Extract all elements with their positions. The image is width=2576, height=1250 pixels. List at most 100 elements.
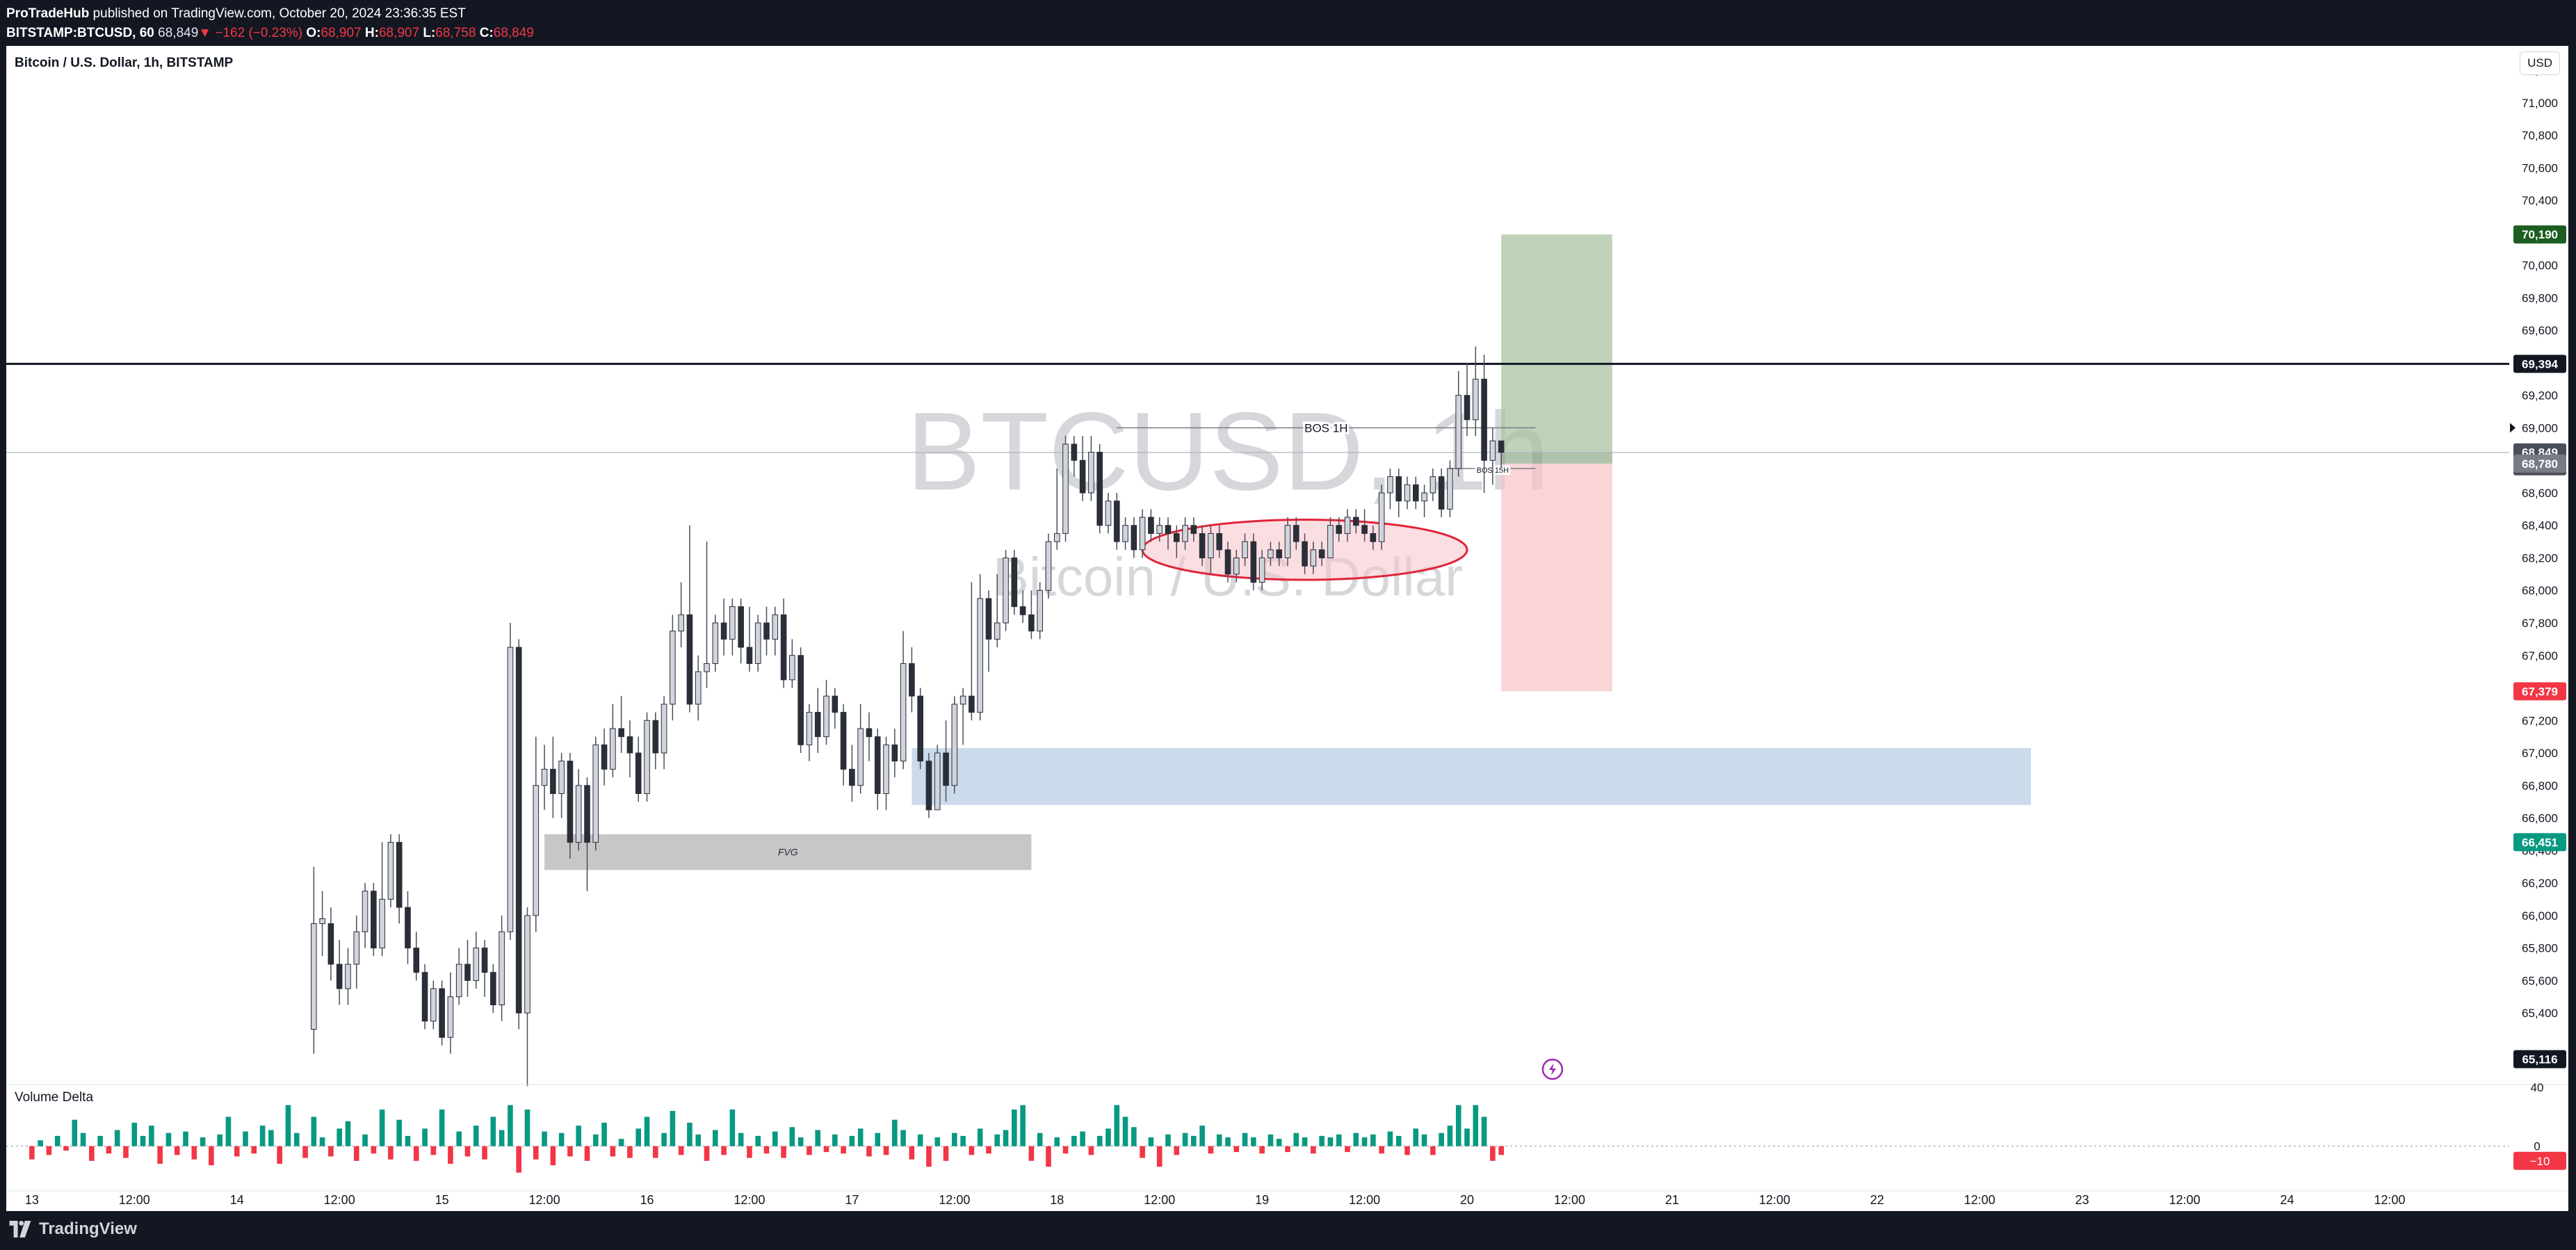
candle bbox=[772, 614, 779, 640]
volume-delta-bar bbox=[627, 1146, 633, 1158]
candle bbox=[780, 614, 787, 681]
candle bbox=[1429, 476, 1436, 494]
candle bbox=[1404, 484, 1411, 502]
volume-delta-bar bbox=[926, 1146, 932, 1167]
tradingview-logo[interactable]: TradingView bbox=[8, 1219, 137, 1239]
volume-delta-bar bbox=[712, 1130, 718, 1146]
volume-delta-bar bbox=[1105, 1128, 1111, 1146]
volume-delta-bar bbox=[994, 1134, 1001, 1146]
publication-header: ProTradeHub published on TradingView.com… bbox=[0, 0, 2576, 44]
volume-delta-bar bbox=[986, 1146, 991, 1154]
open-value: 68,907 bbox=[321, 26, 362, 40]
candle bbox=[874, 736, 881, 794]
volume-delta-bar bbox=[807, 1146, 812, 1155]
volume-delta-bar bbox=[866, 1146, 872, 1157]
tradingview-logo-icon bbox=[9, 1221, 31, 1237]
volume-delta-bar bbox=[277, 1146, 282, 1164]
time-axis-tick: 16 bbox=[640, 1193, 654, 1207]
volume-delta-bar bbox=[38, 1140, 43, 1146]
candle bbox=[1139, 517, 1146, 551]
candle bbox=[541, 768, 548, 786]
candle bbox=[1037, 590, 1043, 632]
down-triangle-icon: ▼ bbox=[198, 26, 212, 40]
candle bbox=[994, 622, 1001, 640]
candle bbox=[575, 785, 582, 843]
time-axis-tick: 24 bbox=[2281, 1193, 2294, 1207]
candle bbox=[550, 768, 556, 794]
price-axis-tick: 67,200 bbox=[2522, 714, 2558, 727]
volume-delta-bar bbox=[1285, 1146, 1290, 1153]
volume-delta-bar bbox=[1062, 1146, 1069, 1154]
volume-delta-title[interactable]: Volume Delta bbox=[15, 1090, 94, 1105]
candle bbox=[943, 752, 949, 786]
candle bbox=[405, 907, 411, 949]
price-badge-label: 70,190 bbox=[2522, 228, 2558, 241]
chart-symbol-title[interactable]: Bitcoin / U.S. Dollar, 1h, BITSTAMP bbox=[15, 56, 234, 70]
candle bbox=[652, 720, 659, 754]
candle bbox=[1045, 541, 1052, 591]
volume-delta-bar bbox=[1165, 1134, 1171, 1146]
candle bbox=[789, 655, 795, 681]
candle bbox=[840, 712, 847, 770]
candle bbox=[1447, 468, 1453, 510]
time-axis-tick: 19 bbox=[1255, 1193, 1269, 1207]
volume-delta-bar bbox=[1464, 1128, 1470, 1146]
volume-delta-bar bbox=[1302, 1137, 1308, 1146]
candle bbox=[977, 598, 983, 713]
volume-delta-bar bbox=[268, 1130, 274, 1146]
candle bbox=[712, 622, 719, 664]
volume-delta-bar bbox=[892, 1119, 898, 1146]
price-axis-tick: 68,000 bbox=[2522, 584, 2558, 597]
volume-delta-bar bbox=[1242, 1133, 1248, 1146]
candle bbox=[601, 744, 608, 770]
candle bbox=[1412, 484, 1419, 502]
demand-zone bbox=[912, 748, 2031, 805]
currency-button[interactable]: USD bbox=[2520, 51, 2560, 75]
volume-delta-bar bbox=[1421, 1134, 1427, 1146]
volume-delta-bar bbox=[371, 1146, 377, 1154]
candle bbox=[1258, 557, 1265, 583]
volume-delta-bar bbox=[413, 1146, 419, 1161]
volume-delta-bar bbox=[977, 1128, 983, 1146]
candle bbox=[1455, 395, 1462, 469]
candle bbox=[925, 761, 932, 811]
volume-delta-bar bbox=[644, 1117, 650, 1146]
publisher-line: ProTradeHub published on TradingView.com… bbox=[6, 4, 2576, 24]
author-name[interactable]: ProTradeHub bbox=[6, 6, 90, 21]
volume-delta-bar bbox=[558, 1133, 565, 1146]
price-axis-tick: 69,800 bbox=[2522, 291, 2558, 305]
volume-delta-bar bbox=[1395, 1135, 1402, 1146]
volume-delta-bar bbox=[917, 1134, 923, 1146]
volume-delta-bar bbox=[174, 1146, 180, 1155]
volume-delta-bar bbox=[1447, 1126, 1453, 1146]
candle bbox=[558, 761, 565, 794]
volume-delta-bar bbox=[396, 1119, 402, 1146]
candle bbox=[1105, 501, 1112, 526]
volume-delta-bar bbox=[405, 1135, 411, 1146]
candle bbox=[490, 972, 496, 1005]
price-badge-label: 66,451 bbox=[2522, 836, 2558, 849]
volume-delta-bar bbox=[200, 1137, 206, 1146]
price-axis-tick: 66,600 bbox=[2522, 812, 2558, 825]
volume-delta-bar bbox=[704, 1146, 710, 1161]
time-axis-tick: 12:00 bbox=[324, 1193, 355, 1207]
price-axis-tick: 68,200 bbox=[2522, 551, 2558, 565]
volume-delta-bar bbox=[601, 1122, 607, 1146]
volume-delta-bar bbox=[969, 1146, 975, 1155]
volume-delta-bar bbox=[747, 1146, 752, 1158]
time-axis-tick: 17 bbox=[845, 1193, 859, 1207]
volume-delta-bar bbox=[1156, 1146, 1163, 1167]
price-badge-label: 65,116 bbox=[2522, 1053, 2557, 1066]
time-axis-tick: 22 bbox=[1870, 1193, 1884, 1207]
volume-axis-tick: 0 bbox=[2534, 1140, 2540, 1153]
volume-delta-bar bbox=[763, 1146, 770, 1154]
time-axis-tick: 12:00 bbox=[1964, 1193, 1995, 1207]
open-label: O: bbox=[306, 26, 321, 40]
volume-delta-bar bbox=[29, 1146, 35, 1160]
volume-delta-bar bbox=[883, 1146, 889, 1155]
time-axis-tick: 12:00 bbox=[1144, 1193, 1175, 1207]
volume-delta-bar bbox=[832, 1134, 838, 1146]
price-axis-tick: 69,000 bbox=[2522, 421, 2558, 435]
